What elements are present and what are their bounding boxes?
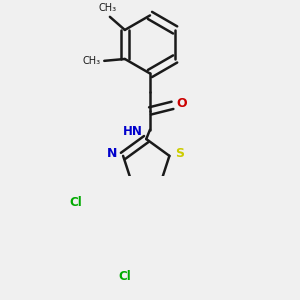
- Text: Cl: Cl: [70, 196, 83, 209]
- Text: O: O: [176, 97, 187, 110]
- Text: S: S: [175, 148, 184, 160]
- Text: CH₃: CH₃: [82, 56, 100, 66]
- Text: HN: HN: [123, 125, 142, 138]
- Text: CH₃: CH₃: [99, 3, 117, 13]
- Text: N: N: [107, 148, 118, 160]
- Text: Cl: Cl: [118, 270, 131, 283]
